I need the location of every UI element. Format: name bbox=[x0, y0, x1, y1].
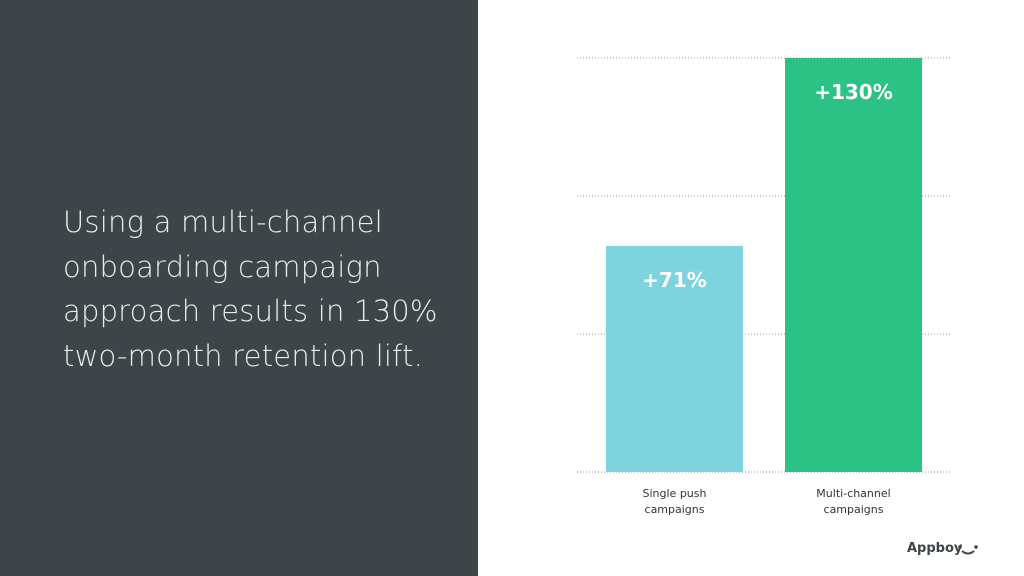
brand-icon bbox=[958, 545, 978, 555]
bar bbox=[785, 58, 922, 472]
brand: Appboy bbox=[907, 541, 963, 556]
bar bbox=[606, 245, 743, 472]
left-panel: Using a multi-channel onboarding campaig… bbox=[0, 0, 478, 576]
chart-title: Using a multi-channel onboarding campaig… bbox=[63, 205, 438, 373]
x-tick-label: Multi-channel campaigns bbox=[816, 487, 891, 516]
value-label: +130% bbox=[814, 80, 893, 104]
x-tick-label: Single push campaigns bbox=[642, 487, 707, 516]
value-label: +71% bbox=[642, 267, 707, 292]
